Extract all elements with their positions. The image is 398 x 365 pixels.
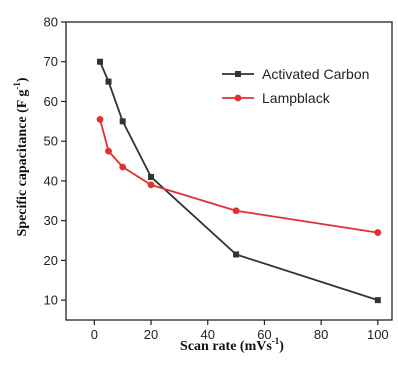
- y-tick-label: 20: [44, 253, 58, 268]
- x-tick-label: 20: [144, 327, 158, 342]
- legend-label: Lampblack: [262, 90, 331, 106]
- legend: Activated Carbon Lampblack: [222, 66, 369, 106]
- data-point: [374, 229, 382, 236]
- y-tick-label: 30: [44, 213, 58, 228]
- legend-label: Activated Carbon: [262, 66, 369, 82]
- x-tick-label: 100: [367, 327, 389, 342]
- data-point: [148, 173, 155, 180]
- y-tick-label: 70: [44, 54, 58, 69]
- y-tick-label: 60: [44, 94, 58, 109]
- legend-marker: [234, 94, 242, 102]
- data-point: [119, 118, 126, 125]
- ticks: 0 20 40 60 80 100 10 20 30 40 50 60 70 80: [44, 15, 389, 343]
- x-tick-label: 40: [201, 327, 215, 342]
- data-point: [119, 163, 127, 171]
- y-axis-title-main: Specific capacitance (F g: [15, 90, 30, 237]
- data-point: [97, 58, 104, 65]
- x-tick-label: 80: [314, 327, 328, 342]
- data-point: [374, 297, 381, 304]
- y-axis-title: Specific capacitance (F g-1): [12, 77, 30, 236]
- legend-item: Activated Carbon: [222, 66, 369, 82]
- legend-item: Lampblack: [222, 90, 331, 106]
- series-line: [99, 61, 379, 301]
- y-axis-title-end: ): [15, 77, 30, 82]
- y-tick-label: 50: [44, 134, 58, 149]
- x-axis-title-sup: -1: [272, 336, 280, 346]
- x-axis-title-end: ): [279, 339, 284, 354]
- y-tick-label: 10: [44, 293, 58, 308]
- series-line: [99, 119, 378, 234]
- data-point: [232, 207, 240, 215]
- x-tick-label: 0: [91, 327, 98, 342]
- data-point: [96, 115, 104, 123]
- x-tick-label: 60: [257, 327, 271, 342]
- legend-marker: [235, 71, 241, 77]
- data-point: [105, 147, 112, 155]
- x-axis-title: Scan rate (mVs-1): [180, 336, 284, 354]
- y-tick-label: 80: [44, 15, 58, 30]
- axes: [65, 21, 393, 321]
- y-axis-title-sup: -1: [12, 82, 22, 90]
- data-point: [147, 181, 155, 189]
- y-tick-label: 40: [44, 173, 58, 188]
- series-0: [97, 58, 381, 304]
- series-1: [96, 115, 382, 236]
- data-point: [233, 251, 240, 258]
- x-axis-title-main: Scan rate (mVs: [180, 339, 272, 354]
- series-layer: [96, 58, 382, 304]
- plot-frame: [65, 21, 393, 321]
- data-point: [105, 78, 112, 85]
